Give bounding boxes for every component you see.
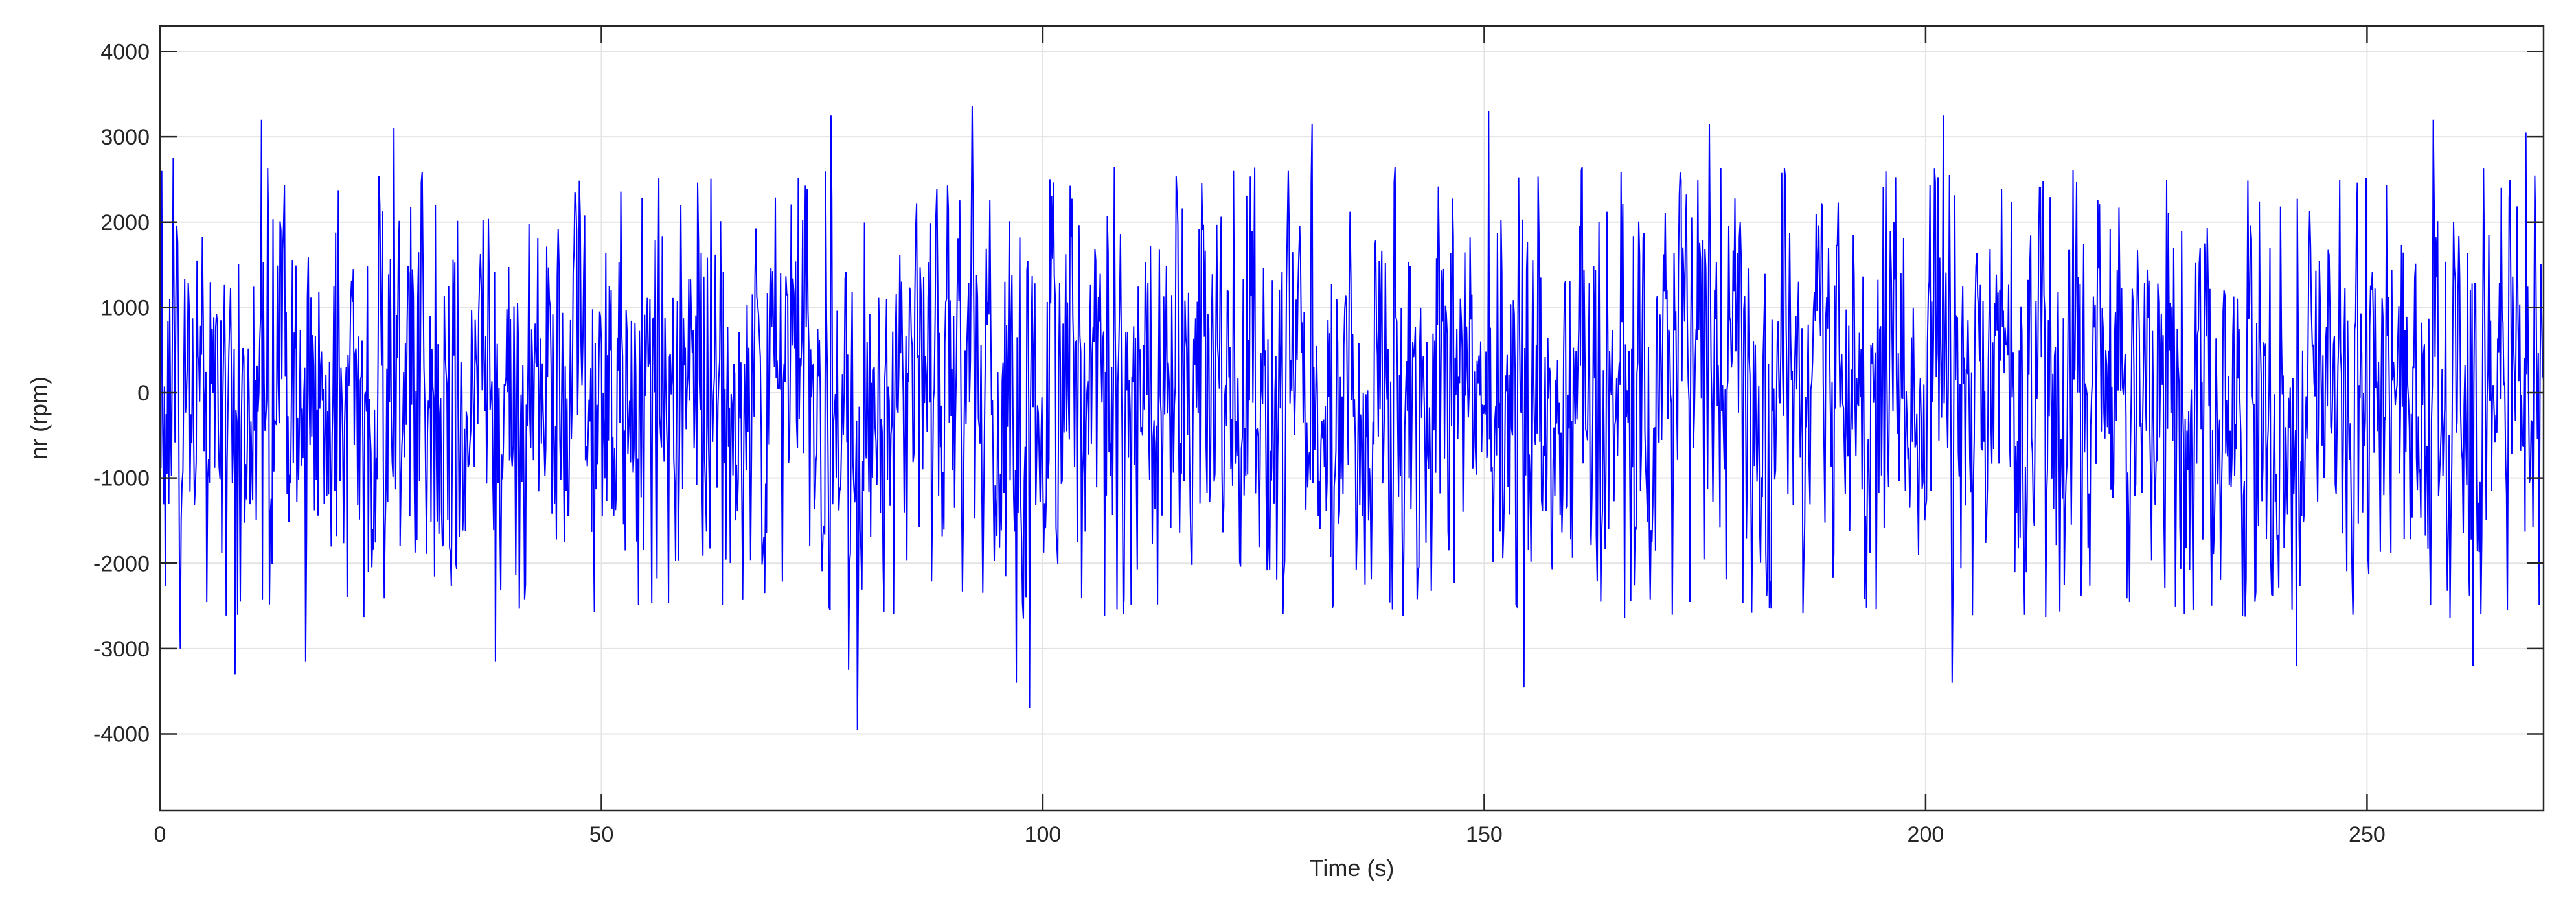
y-tick-label-2: 2000 xyxy=(100,211,150,235)
signal-trace xyxy=(159,106,2544,730)
x-tick-labels: 0 50 100 150 200 250 xyxy=(154,822,2386,847)
y-tick-label-6: -2000 xyxy=(93,551,150,576)
axis-ticks xyxy=(159,26,2544,811)
y-tick-label-0: 4000 xyxy=(100,40,150,64)
x-axis-label: Time (s) xyxy=(1310,855,1395,881)
y-tick-label-3: 1000 xyxy=(100,296,150,320)
x-tick-label-2: 100 xyxy=(1025,822,1062,847)
x-tick-label-1: 50 xyxy=(589,822,614,847)
y-axis-label: nr (rpm) xyxy=(25,377,52,459)
plot-background xyxy=(160,26,2544,811)
y-tick-label-1: 3000 xyxy=(100,125,150,150)
y-tick-labels: 4000 3000 2000 1000 0 -1000 -2000 -3000 -4000 xyxy=(93,40,150,747)
y-tick-label-7: -3000 xyxy=(93,637,150,662)
x-tick-label-5: 250 xyxy=(2349,822,2386,847)
x-tick-label-4: 200 xyxy=(1908,822,1944,847)
y-tick-label-4: 0 xyxy=(137,381,150,406)
y-tick-label-5: -1000 xyxy=(93,467,150,491)
x-tick-label-0: 0 xyxy=(154,822,166,847)
x-tick-label-3: 150 xyxy=(1466,822,1503,847)
plot-frame xyxy=(159,25,2545,812)
y-tick-label-8: -4000 xyxy=(93,723,150,747)
signal-series xyxy=(159,106,2544,730)
